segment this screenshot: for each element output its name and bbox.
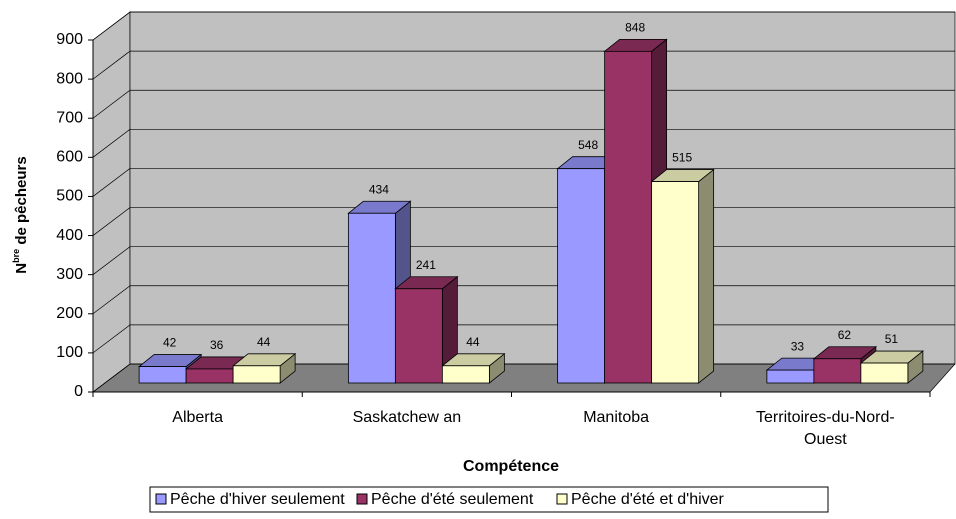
x-axis-title: Compétence xyxy=(463,458,559,475)
bar-front xyxy=(138,366,187,384)
value-label: 44 xyxy=(257,335,271,349)
y-tick-label: 200 xyxy=(56,305,83,322)
legend-swatch xyxy=(155,493,167,505)
bar xyxy=(441,352,506,384)
x-tick-label: Alberta xyxy=(172,409,223,426)
value-label: 548 xyxy=(578,138,598,152)
legend-swatch xyxy=(556,493,568,505)
bar xyxy=(859,350,925,384)
bar-front xyxy=(651,181,700,384)
y-tick-label: 600 xyxy=(56,149,83,166)
value-label: 42 xyxy=(163,336,177,350)
grid-line-side xyxy=(92,129,131,158)
bar-front xyxy=(604,50,653,384)
y-tick-label: 800 xyxy=(56,70,83,87)
x-tick-line: Territoires-du-Nord- xyxy=(756,409,895,426)
bar-front xyxy=(394,288,443,384)
x-tick-label: Saskatchew an xyxy=(353,409,462,426)
grid-line-side xyxy=(92,324,131,354)
y-title-sup: bre xyxy=(11,249,21,263)
value-label: 33 xyxy=(791,339,805,353)
y-tick-label: 300 xyxy=(56,266,83,283)
bar-front xyxy=(557,168,606,384)
legend-label: Pêche d'été et d'hiver xyxy=(571,491,725,508)
y-tick-label: 400 xyxy=(56,227,83,244)
value-label: 434 xyxy=(369,182,389,196)
grid-line-side xyxy=(92,168,131,197)
y-title-rest: de pêcheurs xyxy=(13,156,30,249)
y-tick-label: 100 xyxy=(56,344,83,361)
grid-line-side xyxy=(92,207,131,236)
grid-line-side xyxy=(92,285,131,315)
legend-label: Pêche d'été seulement xyxy=(371,491,534,508)
grid-line-side xyxy=(92,50,131,80)
y-tick-label: 900 xyxy=(56,31,83,48)
bar xyxy=(347,200,412,384)
value-label: 51 xyxy=(885,332,899,346)
bar-front xyxy=(347,212,396,384)
value-label: 241 xyxy=(416,258,436,272)
y-tick-label: 0 xyxy=(74,383,83,400)
value-label: 44 xyxy=(466,335,480,349)
y-tick-label: 700 xyxy=(56,109,83,126)
bar-front xyxy=(813,358,862,384)
legend-swatch xyxy=(356,493,368,505)
bar-front xyxy=(766,369,815,384)
value-label: 848 xyxy=(625,21,645,35)
back-wall xyxy=(129,11,956,365)
x-tick-label: Territoires-du-Nord- Ouest xyxy=(756,409,895,448)
bar-front xyxy=(185,368,234,384)
left-wall xyxy=(92,11,131,393)
value-label: 36 xyxy=(210,338,224,352)
bar-front xyxy=(860,362,909,384)
bar-front xyxy=(441,365,490,384)
value-label: 62 xyxy=(838,328,852,342)
y-tick-label: 500 xyxy=(56,188,83,205)
x-tick-label: Manitoba xyxy=(583,409,649,426)
x-tick-line: Ouest xyxy=(804,431,847,448)
bar xyxy=(650,168,715,384)
grid-line-side xyxy=(92,363,131,393)
bar xyxy=(231,352,297,384)
value-label: 515 xyxy=(672,151,692,165)
grid-line-side xyxy=(92,246,131,275)
legend-box xyxy=(149,486,829,513)
bar xyxy=(812,345,878,384)
grid-line-side xyxy=(92,11,131,41)
y-title-main: N xyxy=(13,263,30,274)
grid-line-side xyxy=(92,89,131,119)
y-axis-title: Nbre de pêcheurs xyxy=(11,156,30,273)
bar xyxy=(394,275,459,384)
bar-front xyxy=(232,365,281,384)
legend-label: Pêche d'hiver seulement xyxy=(170,491,345,508)
bar-side xyxy=(698,168,715,384)
